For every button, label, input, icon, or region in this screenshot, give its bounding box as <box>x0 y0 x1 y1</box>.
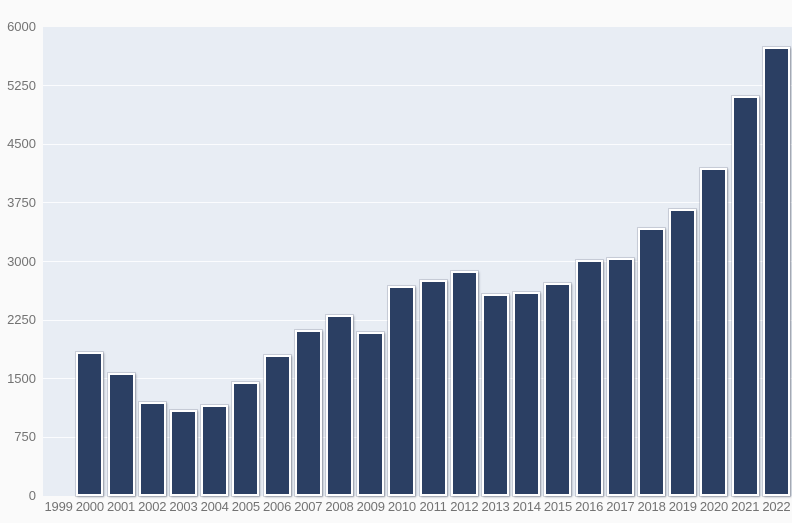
x-axis-label-2000: 2000 <box>75 499 104 514</box>
bar-2013[interactable] <box>482 293 510 496</box>
bar-2000[interactable] <box>76 352 104 496</box>
x-axis-label-2003: 2003 <box>169 499 198 514</box>
gridline-750 <box>43 436 792 438</box>
bar-2001[interactable] <box>107 373 135 496</box>
bar-2019[interactable] <box>669 209 697 496</box>
bar-2012[interactable] <box>450 270 478 496</box>
x-axis-label-2006: 2006 <box>263 499 292 514</box>
gridline-3000 <box>43 261 792 262</box>
x-axis-label-2018: 2018 <box>637 499 666 514</box>
x-axis-label-2013: 2013 <box>481 499 510 514</box>
gridline-2250 <box>43 319 792 321</box>
bar-2020[interactable] <box>700 168 728 496</box>
y-axis-label: 4500 <box>7 136 36 152</box>
gridline-3750 <box>43 202 792 204</box>
y-axis-label: 3750 <box>7 194 36 210</box>
bar-2002[interactable] <box>138 402 166 496</box>
gridline-4500 <box>43 143 792 145</box>
bar-2004[interactable] <box>201 404 229 496</box>
bar-2007[interactable] <box>294 330 322 496</box>
x-axis-label-2011: 2011 <box>419 499 447 514</box>
y-axis-label: 5250 <box>7 77 36 93</box>
bar-2011[interactable] <box>419 280 447 496</box>
x-axis-label-2007: 2007 <box>294 499 323 514</box>
y-axis-label: 0 <box>28 488 36 503</box>
bar-2018[interactable] <box>638 227 666 496</box>
gridline-1500 <box>43 378 792 380</box>
bar-2021[interactable] <box>731 95 759 496</box>
bar-2010[interactable] <box>388 285 416 496</box>
bar-2009[interactable] <box>357 331 385 496</box>
y-axis-label: 6000 <box>7 19 36 34</box>
x-axis-label-2012: 2012 <box>450 499 479 514</box>
x-axis-label-1999: 1999 <box>44 499 73 514</box>
bar-2015[interactable] <box>544 282 572 496</box>
bar-2008[interactable] <box>325 315 353 496</box>
y-axis-label: 3000 <box>7 253 36 269</box>
bar-2003[interactable] <box>169 410 197 496</box>
x-axis-label-2020: 2020 <box>699 499 729 514</box>
x-axis-label-2005: 2005 <box>231 499 260 514</box>
x-axis-label-2014: 2014 <box>512 499 541 514</box>
x-axis-label-2001: 2001 <box>106 499 136 514</box>
bar-2006[interactable] <box>263 354 291 496</box>
y-axis-label: 750 <box>14 429 36 445</box>
bar-2005[interactable] <box>232 381 260 496</box>
y-axis-label: 2250 <box>7 312 36 328</box>
y-axis-label: 1500 <box>7 370 36 386</box>
bar-2016[interactable] <box>575 259 603 496</box>
x-axis-label-2010: 2010 <box>387 499 416 514</box>
x-axis-label-2008: 2008 <box>325 499 354 514</box>
gridline-5250 <box>43 85 792 87</box>
x-axis-label-2022: 2022 <box>762 499 791 514</box>
bar-2014[interactable] <box>513 292 541 496</box>
bar-2022[interactable] <box>762 46 790 496</box>
x-axis-label-2021: 2021 <box>731 499 760 514</box>
x-axis-label-2015: 2015 <box>543 499 572 514</box>
x-axis-label-2017: 2017 <box>606 499 635 514</box>
x-axis-label-2019: 2019 <box>668 499 697 514</box>
plot-area <box>43 27 792 496</box>
x-axis-label-2009: 2009 <box>356 499 385 514</box>
x-axis-label-2004: 2004 <box>200 499 229 514</box>
bar-2017[interactable] <box>606 257 634 496</box>
x-axis-label-2002: 2002 <box>138 499 167 514</box>
x-axis-label-2016: 2016 <box>575 499 604 514</box>
